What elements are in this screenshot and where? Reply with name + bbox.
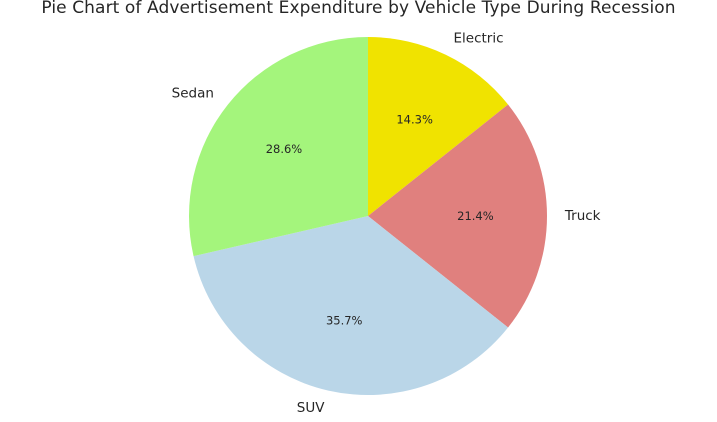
pie-slices bbox=[189, 37, 548, 396]
pie-slice-suv bbox=[193, 216, 509, 396]
pct-label-electric: 14.3% bbox=[396, 112, 433, 126]
slice-label-sedan: Sedan bbox=[172, 85, 214, 101]
pie-slice-sedan bbox=[189, 37, 368, 257]
slice-label-suv: SUV bbox=[297, 400, 325, 416]
slice-label-truck: Truck bbox=[564, 208, 601, 224]
pct-label-truck: 21.4% bbox=[457, 209, 494, 223]
chart-title: Pie Chart of Advertisement Expenditure b… bbox=[41, 0, 676, 18]
pct-label-sedan: 28.6% bbox=[266, 142, 303, 156]
slice-label-electric: Electric bbox=[454, 31, 504, 47]
pct-label-suv: 35.7% bbox=[326, 314, 363, 328]
pie-slice-truck bbox=[368, 104, 548, 328]
pie-labels: 14.3% Electric 21.4% Truck 35.7% SUV 28.6% Seda… bbox=[172, 31, 601, 416]
pie-slice-electric bbox=[368, 37, 509, 216]
